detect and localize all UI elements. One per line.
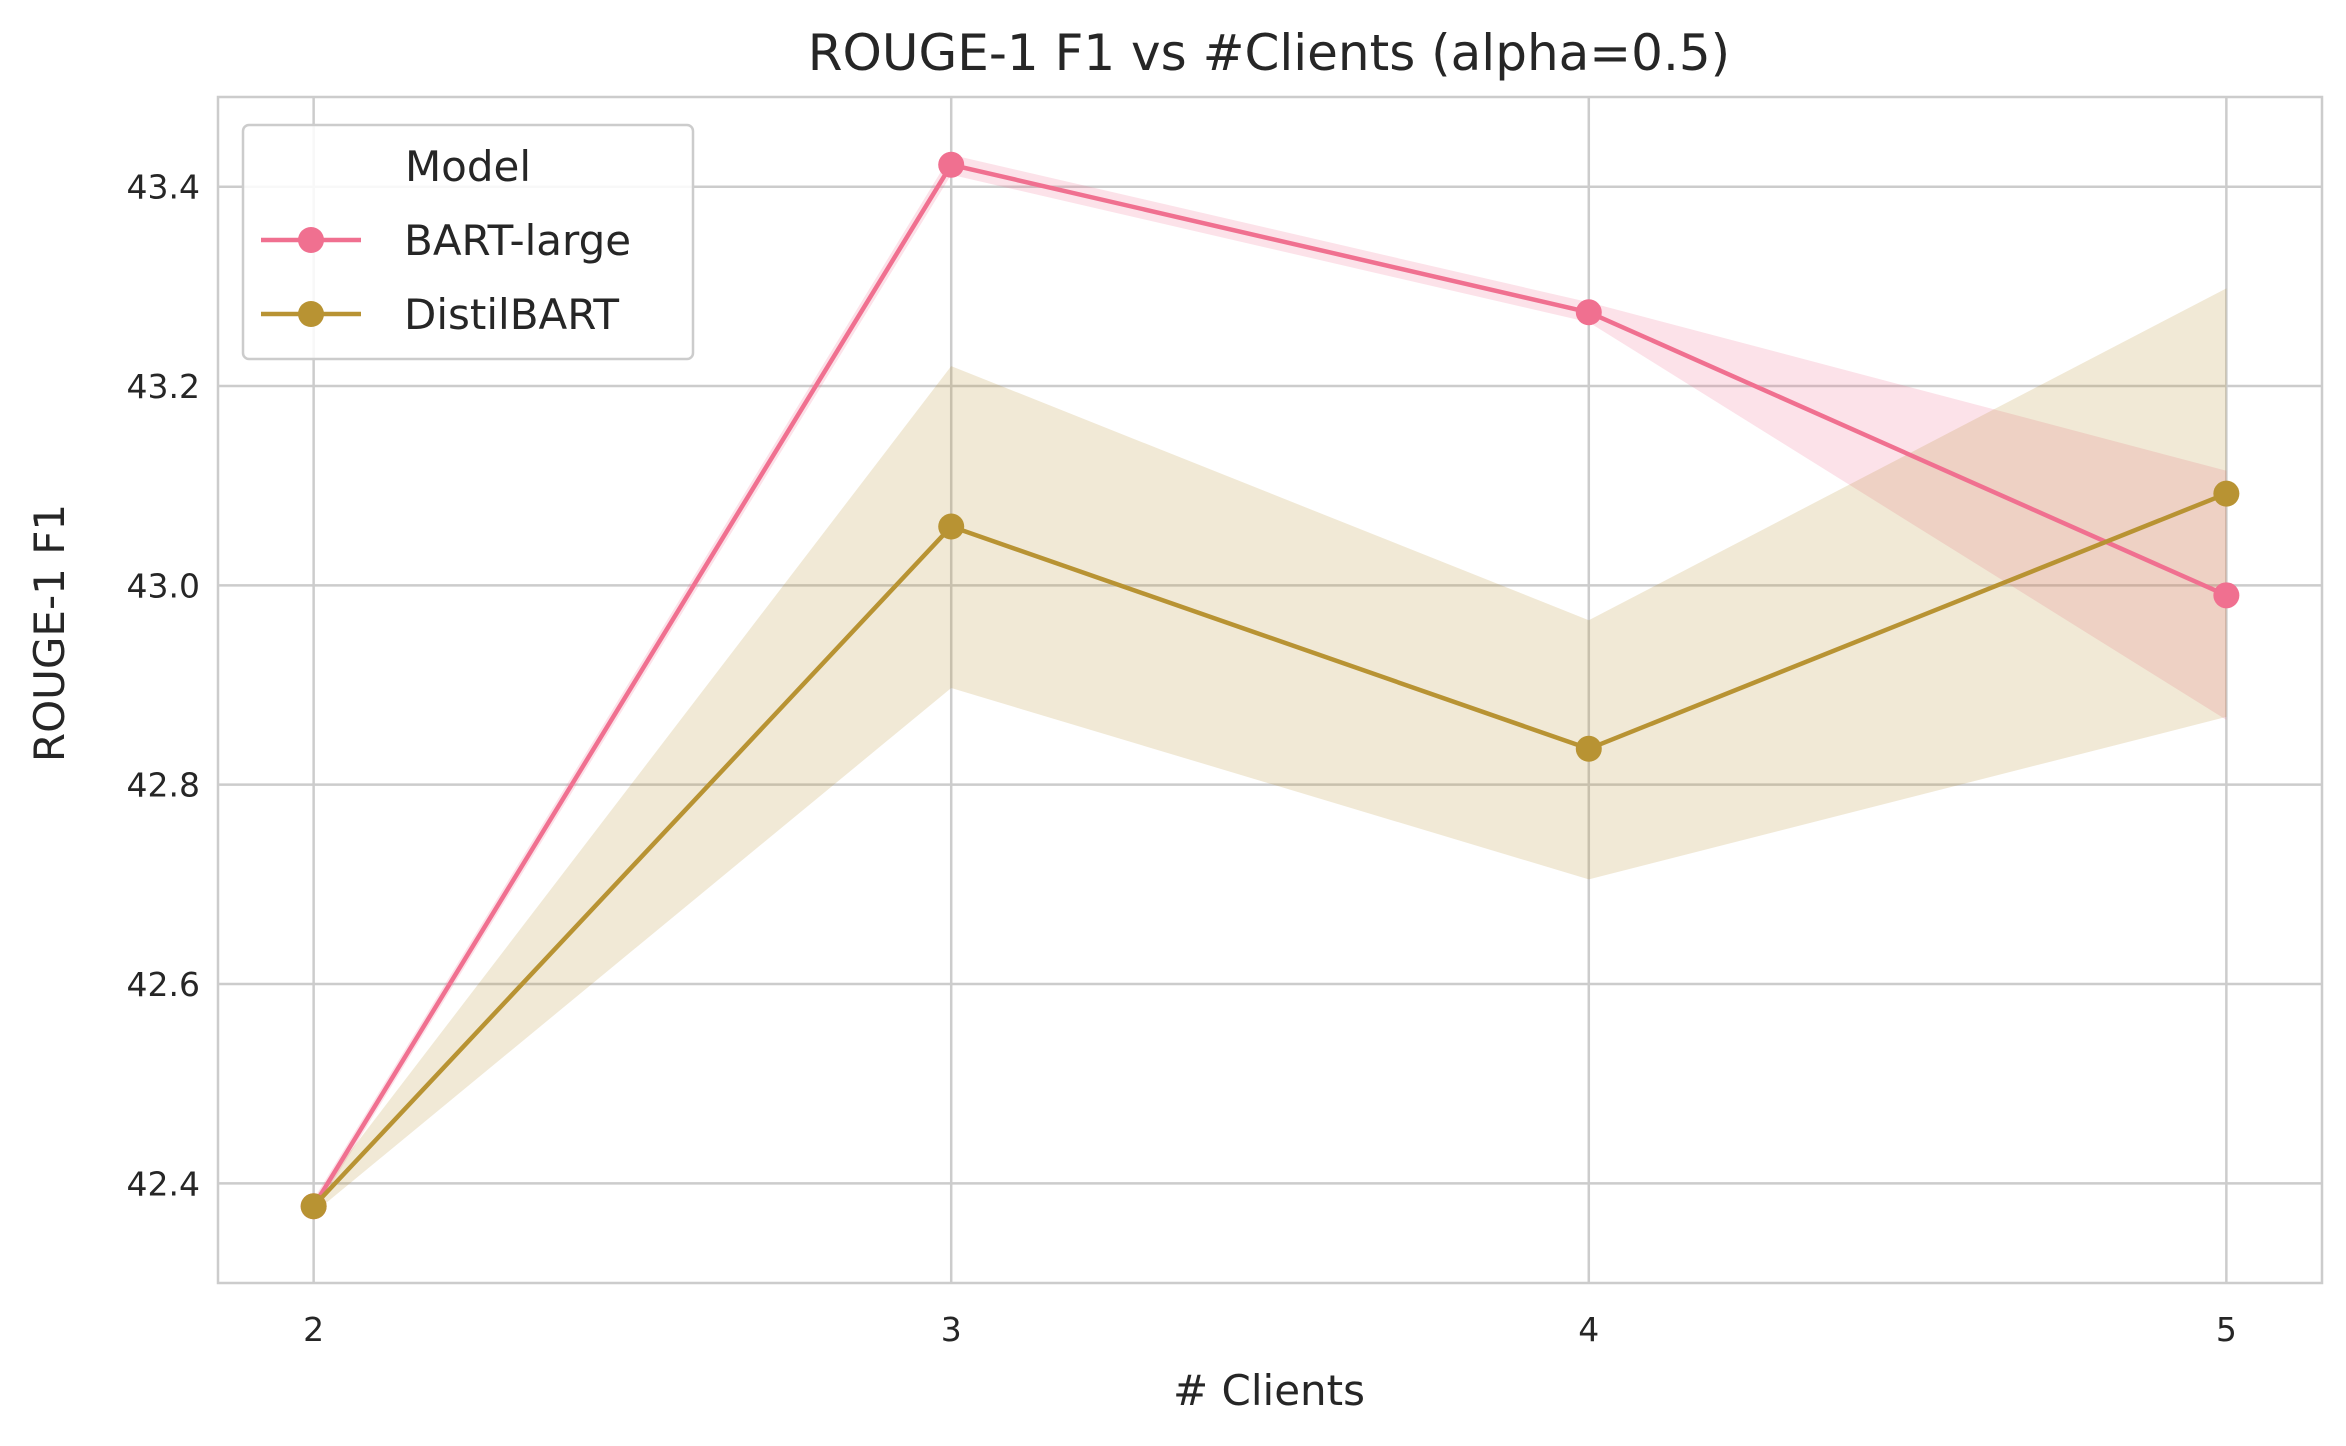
legend-entry-bart-large: BART-large [261, 216, 631, 265]
distilbart-point [2213, 480, 2240, 507]
y-tick-label: 43.0 [127, 566, 200, 605]
legend-title: Model [405, 142, 531, 191]
x-tick-label: 5 [2216, 1310, 2237, 1349]
distilbart-line [311, 491, 2228, 1208]
y-tick-label: 42.8 [127, 766, 200, 805]
grid [218, 97, 2322, 1283]
legend-entry-distilbart: DistilBART [261, 290, 619, 339]
distilbart-point [1575, 735, 1602, 762]
bart-large-point [1575, 299, 1602, 326]
x-tick-label: 4 [1578, 1310, 1599, 1349]
x-tick-label: 3 [941, 1310, 962, 1349]
series-lines [311, 162, 2228, 1208]
legend-label-distilbart: DistilBART [404, 290, 619, 339]
y-tick-label: 43.4 [127, 168, 200, 207]
bart-large-point [2213, 582, 2240, 609]
x-axis-label: # Clients [1173, 1366, 1365, 1415]
y-axis-label: ROUGE-1 F1 [25, 504, 74, 762]
distilbart-point [938, 513, 965, 540]
x-tick-label: 2 [303, 1310, 324, 1349]
bart-large-line [311, 162, 2228, 1208]
y-tick-label: 42.4 [127, 1164, 200, 1203]
y-tick-label: 42.6 [127, 965, 200, 1004]
legend: Model BART-large DistilBART [241, 123, 695, 361]
confidence-bands [313, 154, 2227, 1214]
legend-label-bart-large: BART-large [404, 216, 631, 265]
bart-large-ci-band [313, 154, 2227, 1214]
y-axis-ticks: 42.4 42.6 42.8 43.0 43.2 43.4 [127, 168, 200, 1204]
x-axis-ticks: 2 3 4 5 [303, 1310, 2237, 1349]
plot-area [216, 95, 2324, 1285]
series-points [300, 151, 2240, 1220]
legend-box [241, 123, 695, 361]
y-tick-label: 43.2 [127, 367, 200, 406]
distilbart-ci-band [313, 288, 2227, 1214]
legend-marker-bart-large [298, 227, 324, 253]
legend-marker-distilbart [298, 301, 324, 327]
bart-large-point [938, 151, 965, 178]
chart-title: ROUGE-1 F1 vs #Clients (alpha=0.5) [808, 24, 1730, 82]
distilbart-point [300, 1193, 327, 1220]
